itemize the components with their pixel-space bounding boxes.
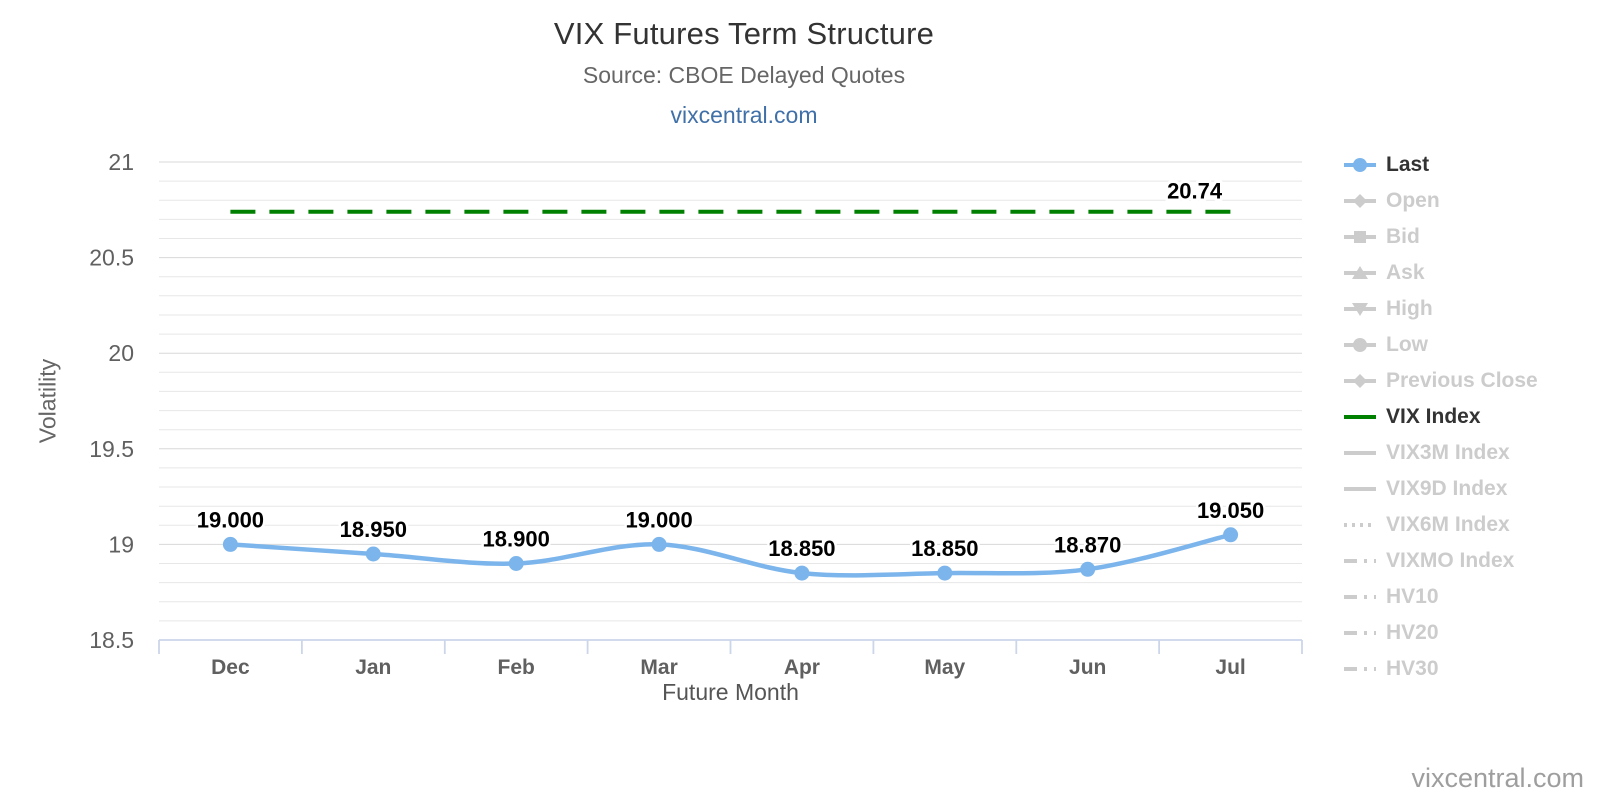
last-series-data-label: 19.000 [197,507,264,532]
legend-label-vix6m-index: VIX6M Index [1386,513,1510,536]
legend-item-vixmo-index[interactable]: VIXMO Index [1343,543,1538,579]
legend-item-high[interactable]: High [1343,291,1538,327]
line-legend-icon [1344,595,1376,599]
x-tick-label: Jan [355,656,391,679]
last-series-data-label: 18.870 [1054,532,1121,557]
legend-label-high: High [1386,297,1433,320]
legend-item-hv10[interactable]: HV10 [1343,579,1538,615]
legend-label-last: Last [1386,153,1430,176]
legend-item-vix3m-index[interactable]: VIX3M Index [1343,435,1538,471]
legend-item-ask[interactable]: Ask [1343,255,1538,291]
x-tick-label: Mar [640,656,677,679]
legend-item-low[interactable]: Low [1343,327,1538,363]
last-series-data-label: 18.850 [768,536,835,561]
last-series-point-may [937,565,953,581]
y-tick-label: 19.5 [89,436,134,462]
diamond-legend-icon [1344,374,1376,388]
line-legend-icon [1344,667,1376,671]
line-legend-icon [1344,631,1376,635]
watermark: vixcentral.com [1411,763,1584,793]
last-series-point-apr [794,565,810,581]
x-tick-label: Dec [211,656,250,679]
legend-label-ask: Ask [1386,261,1425,284]
triangle-down-legend-icon [1344,303,1376,316]
last-series-line [228,532,1233,578]
legend-item-bid[interactable]: Bid [1343,219,1538,255]
y-tick-label: 18.5 [89,627,134,653]
chart-header: VIX Futures Term Structure Source: CBOE … [0,0,1488,129]
y-tick-label: 21 [108,149,134,175]
x-tick-label: Apr [784,656,820,679]
last-series-point-dec [222,536,238,552]
legend-label-low: Low [1386,333,1428,356]
y-tick-label: 20.5 [89,245,134,271]
triangle-up-legend-icon [1344,266,1376,279]
x-axis-title: Future Month [662,679,799,705]
last-series-point-mar [651,536,667,552]
chart-title: VIX Futures Term Structure [553,16,935,51]
legend-item-previous-close[interactable]: Previous Close [1343,363,1538,399]
circle-legend-icon [1344,338,1376,352]
legend-label-vix3m-index: VIX3M Index [1386,441,1510,464]
legend: Last Open Bid Ask High Low Previous Close VIX I… [1343,147,1538,687]
legend-label-hv30: HV30 [1386,657,1439,680]
legend-label-vix9d-index: VIX9D Index [1386,477,1508,500]
y-tick-label: 20 [108,340,134,366]
legend-item-open[interactable]: Open [1343,183,1538,219]
last-series-data-label: 19.050 [1197,498,1264,523]
x-tick-label: Feb [498,656,535,679]
square-legend-icon [1344,231,1376,243]
line-legend-icon [1344,559,1376,563]
last-series-data-label: 19.000 [625,507,692,532]
circle-legend-icon [1344,158,1376,172]
last-series-point-feb [508,556,524,571]
diamond-legend-icon [1344,194,1376,208]
x-tick-label: Jul [1215,656,1245,679]
legend-item-vix6m-index[interactable]: VIX6M Index [1343,507,1538,543]
vixcentral-link[interactable]: vixcentral.com [670,102,818,128]
legend-label-bid: Bid [1386,225,1420,248]
line-legend-icon [1344,487,1376,491]
last-series-data-label: 18.850 [911,536,978,561]
legend-item-vix9d-index[interactable]: VIX9D Index [1343,471,1538,507]
legend-label-open: Open [1386,189,1440,212]
line-legend-icon [1344,451,1376,455]
line-legend-icon [1344,415,1376,419]
legend-label-vixmo-index: VIXMO Index [1386,549,1515,572]
last-series-point-jun [1080,561,1096,577]
x-tick-label: Jun [1069,656,1106,679]
chart-subtitle: Source: CBOE Delayed Quotes [582,62,906,88]
legend-item-last[interactable]: Last [1343,147,1538,183]
legend-label-vix-index: VIX Index [1386,405,1481,428]
legend-label-previous-close: Previous Close [1386,369,1538,392]
line-legend-icon [1344,523,1376,527]
legend-label-hv20: HV20 [1386,621,1439,644]
legend-item-vix-index[interactable]: VIX Index [1343,399,1538,435]
last-series-point-jan [365,546,381,562]
vix-index-value-label: 20.74 [1167,179,1223,204]
last-series-point-jul [1223,527,1239,543]
last-series-data-label: 18.950 [340,517,407,542]
x-tick-label: May [924,656,965,679]
legend-item-hv30[interactable]: HV30 [1343,651,1538,687]
y-tick-label: 19 [108,531,134,557]
legend-item-hv20[interactable]: HV20 [1343,615,1538,651]
last-series-data-label: 18.900 [483,527,550,552]
legend-label-hv10: HV10 [1386,585,1439,608]
